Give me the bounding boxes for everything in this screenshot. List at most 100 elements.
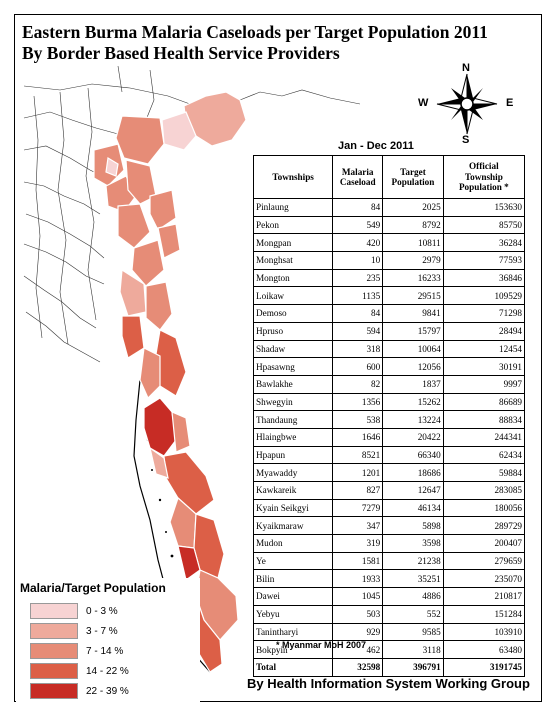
table-row: Thandaung 538 13224 88834	[252, 410, 526, 429]
table-row: Kyaikmaraw 347 5898 289729	[252, 516, 526, 536]
township-shwegyin	[121, 315, 145, 359]
table-row: Hpapun 8521 66340 62434	[252, 445, 526, 465]
table-row: Ye 1581 21238 279659	[252, 551, 526, 571]
legend-swatch	[30, 683, 78, 699]
cell-malaria: 82	[332, 374, 384, 394]
cell-township: Hpapun	[252, 445, 334, 465]
cell-target: 13224	[382, 410, 444, 429]
compass-e-label: E	[506, 97, 514, 109]
table-row: Dawei 1045 4886 210817	[252, 587, 526, 606]
header-target: Target Population	[382, 155, 444, 199]
cell-target: 2979	[382, 251, 444, 270]
cell-official: 86689	[442, 392, 526, 412]
header-townships: Townships	[252, 155, 334, 199]
cell-malaria: 319	[332, 534, 384, 553]
cell-official: 71298	[442, 304, 526, 323]
cell-target: 35251	[382, 569, 444, 589]
cell-township: Yebyu	[252, 604, 334, 624]
cell-malaria: 7279	[332, 498, 384, 518]
cell-target: 2025	[382, 198, 444, 217]
township-shadaw	[149, 189, 177, 231]
township-thandaung	[119, 268, 147, 317]
cell-official: 235070	[442, 569, 526, 589]
table-row: Shwegyin 1356 15262 86689	[252, 392, 526, 412]
cell-official: 36284	[442, 233, 526, 253]
cell-target: 552	[382, 604, 444, 624]
cell-target: 46134	[382, 498, 444, 518]
legend-label: 7 - 14 %	[86, 645, 124, 657]
table-row: Mongton 235 16233 36846	[252, 268, 526, 288]
table-header-row: Townships Malaria Caseload Target Populati…	[252, 155, 526, 199]
cell-official: 244341	[442, 427, 526, 447]
cell-township: Hpasawng	[252, 357, 334, 376]
cell-target: 8792	[382, 215, 444, 235]
cell-township: Ye	[252, 551, 334, 571]
cell-target: 20422	[382, 427, 444, 447]
table-row: Loikaw 1135 29515 109529	[252, 286, 526, 306]
township-hpapun-north	[145, 281, 173, 331]
cell-official: 180056	[442, 498, 526, 518]
table-row: Hlaingbwe 1646 20422 244341	[252, 427, 526, 447]
cell-township: Demoso	[252, 304, 334, 323]
cell-target: 9841	[382, 304, 444, 323]
table-row: Myawaddy 1201 18686 59884	[252, 463, 526, 482]
legend-item: 3 - 7 %	[30, 621, 200, 641]
table-row: Shadaw 318 10064 12454	[252, 339, 526, 359]
cell-official: 30191	[442, 357, 526, 376]
cell-total-target: 396791	[382, 657, 444, 677]
cell-target: 18686	[382, 463, 444, 482]
cell-official: 200407	[442, 534, 526, 553]
cell-target: 12647	[382, 481, 444, 500]
cell-malaria: 318	[332, 339, 384, 359]
cell-target: 66340	[382, 445, 444, 465]
cell-malaria: 10	[332, 251, 384, 270]
cell-official: 283085	[442, 481, 526, 500]
township-hlaingbwe	[139, 347, 161, 400]
caseload-table: Townships Malaria Caseload Target Populati…	[252, 155, 526, 677]
table-row: Mudon 319 3598 200407	[252, 534, 526, 553]
cell-township: Mongpan	[252, 233, 334, 253]
township-kyain-seikgyi	[163, 451, 215, 515]
cell-malaria: 8521	[332, 445, 384, 465]
table-row: Hpruso 594 15797 28494	[252, 321, 526, 341]
table-row: Bokpyin 462 3118 63480	[252, 640, 526, 659]
cell-malaria: 594	[332, 321, 384, 341]
cell-target: 10064	[382, 339, 444, 359]
cell-malaria: 827	[332, 481, 384, 500]
cell-official: 59884	[442, 463, 526, 482]
township-demoso	[105, 157, 119, 177]
cell-official: 210817	[442, 587, 526, 606]
north-arrow-compass: N S E W	[418, 62, 516, 146]
township-polygons	[93, 91, 247, 673]
cell-township: Pekon	[252, 215, 334, 235]
cell-malaria: 84	[332, 304, 384, 323]
cell-official: 279659	[442, 551, 526, 571]
legend-swatch	[30, 623, 78, 639]
legend-label: 0 - 3 %	[86, 605, 118, 617]
cell-township: Tanintharyi	[252, 622, 334, 642]
legend-swatch	[30, 663, 78, 679]
cell-total-malaria: 32598	[332, 657, 384, 677]
cell-malaria: 1581	[332, 551, 384, 571]
cell-township: Dawei	[252, 587, 334, 606]
cell-township: Pinlaung	[252, 198, 334, 217]
table-row: Tanintharyi 929 9585 103910	[252, 622, 526, 642]
header-malaria: Malaria Caseload	[332, 155, 384, 199]
township-mongpan	[115, 115, 165, 165]
table-row: Yebyu 503 552 151284	[252, 604, 526, 624]
cell-malaria: 235	[332, 268, 384, 288]
cell-township: Kawkareik	[252, 481, 334, 500]
township-bawlakhe	[157, 223, 181, 259]
cell-malaria: 1356	[332, 392, 384, 412]
cell-township: Hpruso	[252, 321, 334, 341]
cell-malaria: 1135	[332, 286, 384, 306]
compass-n-label: N	[462, 62, 470, 74]
table-row: Pekon 549 8792 85750	[252, 215, 526, 235]
cell-official: 28494	[442, 321, 526, 341]
cell-official: 151284	[442, 604, 526, 624]
cell-official: 9997	[442, 374, 526, 394]
cell-target: 3598	[382, 534, 444, 553]
cell-official: 85750	[442, 215, 526, 235]
cell-township: Bawlakhe	[252, 374, 334, 394]
